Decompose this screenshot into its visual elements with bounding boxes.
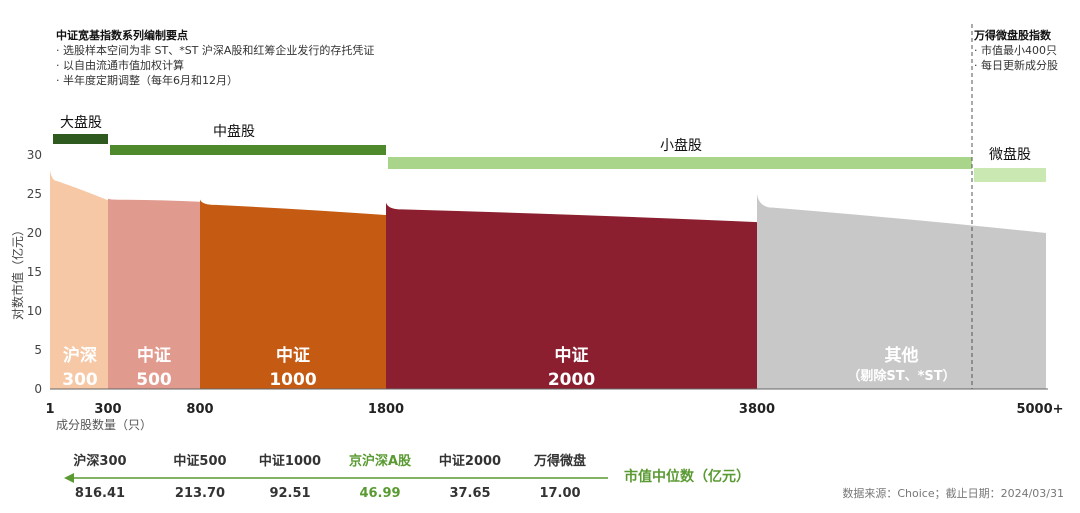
band-micro-cap-label: 微盘股 — [989, 146, 1031, 163]
band-mid-cap-label: 中盘股 — [213, 123, 255, 140]
notes-right: 万得微盘股指数 · 市值最小400只 · 每日更新成分股 — [974, 28, 1058, 73]
area-other — [757, 194, 1046, 389]
median-table: 沪深300 中证500 中证1000 京沪深A股 中证2000 万得微盘 市值中… — [60, 450, 820, 510]
x-tick-label: 5000+ — [1016, 402, 1063, 417]
x-tick-label: 3800 — [739, 402, 775, 417]
median-name-zz500: 中证500 — [173, 454, 227, 469]
band-micro-cap — [974, 168, 1046, 182]
series-label-1-line2: 300 — [62, 370, 98, 390]
x-axis-label: 成分股数量（只） — [56, 417, 152, 432]
band-large-cap-label: 大盘股 — [60, 114, 102, 131]
y-tick-label: 15 — [27, 265, 42, 279]
median-name-a-share: 京沪深A股 — [348, 454, 412, 469]
y-axis-label: 对数市值（亿元） — [10, 224, 25, 320]
series-label-4-line1: 中证 — [555, 345, 589, 366]
notes-left-line-2: · 以自由流通市值加权计算 — [56, 59, 184, 72]
series-label-4-line2: 2000 — [548, 370, 595, 390]
notes-left-line-3: · 半年度定期调整（每年6月和12月） — [56, 74, 238, 87]
series-label-2-line2: 500 — [136, 370, 172, 390]
median-name-micro: 万得微盘 — [533, 454, 586, 469]
y-tick-label: 5 — [34, 343, 42, 357]
band-small-cap-label: 小盘股 — [660, 137, 702, 154]
median-value-zz2000: 37.65 — [449, 486, 491, 501]
notes-left-title: 中证宽基指数系列编制要点 — [56, 29, 188, 42]
series-label-2-line1: 中证 — [137, 345, 171, 366]
y-tick-label: 10 — [27, 304, 42, 318]
area-hs300 — [50, 170, 108, 389]
x-tick-label: 1 — [45, 402, 54, 417]
median-value-hs300: 816.41 — [74, 486, 126, 501]
series-label-3-line1: 中证 — [276, 345, 310, 366]
notes-right-line-1: · 市值最小400只 — [974, 44, 1057, 57]
area-zz2000 — [386, 202, 757, 389]
x-tick-label: 800 — [186, 402, 213, 417]
band-small-cap — [388, 157, 972, 169]
area-zz1000 — [200, 199, 386, 389]
notes-right-title: 万得微盘股指数 — [974, 29, 1051, 42]
median-value-micro: 17.00 — [539, 486, 581, 501]
notes-left: 中证宽基指数系列编制要点 · 选股样本空间为非 ST、*ST 沪深A股和红筹企业… — [56, 28, 374, 88]
series-label-5-line2: （剔除ST、*ST） — [847, 368, 955, 384]
series-label-5-line1: 其他 — [885, 345, 919, 366]
median-value-zz1000: 92.51 — [269, 486, 311, 501]
series-label-1-line1: 沪深 — [63, 345, 97, 366]
median-name-zz2000: 中证2000 — [438, 454, 502, 469]
median-value-zz500: 213.70 — [174, 486, 226, 501]
y-tick-label: 20 — [27, 226, 42, 240]
median-value-a-share: 46.99 — [359, 486, 401, 501]
y-tick-label: 30 — [27, 148, 42, 162]
notes-right-line-2: · 每日更新成分股 — [974, 59, 1058, 72]
median-name-zz1000: 中证1000 — [258, 454, 322, 469]
notes-left-line-1: · 选股样本空间为非 ST、*ST 沪深A股和红筹企业发行的存托凭证 — [56, 44, 375, 57]
y-tick-label: 0 — [34, 382, 42, 396]
data-source: 数据来源：Choice；截止日期：2024/03/31 — [842, 487, 1064, 500]
y-tick-label: 25 — [27, 187, 42, 201]
area-zz500 — [108, 198, 200, 389]
band-mid-cap — [110, 145, 386, 155]
band-large-cap — [53, 134, 108, 144]
median-title: 市值中位数（亿元） — [624, 469, 750, 485]
x-tick-label: 300 — [94, 402, 121, 417]
median-arrow — [64, 473, 608, 483]
series-label-3-line2: 1000 — [269, 370, 316, 390]
x-tick-label: 1800 — [368, 402, 404, 417]
median-name-hs300: 沪深300 — [73, 454, 127, 469]
